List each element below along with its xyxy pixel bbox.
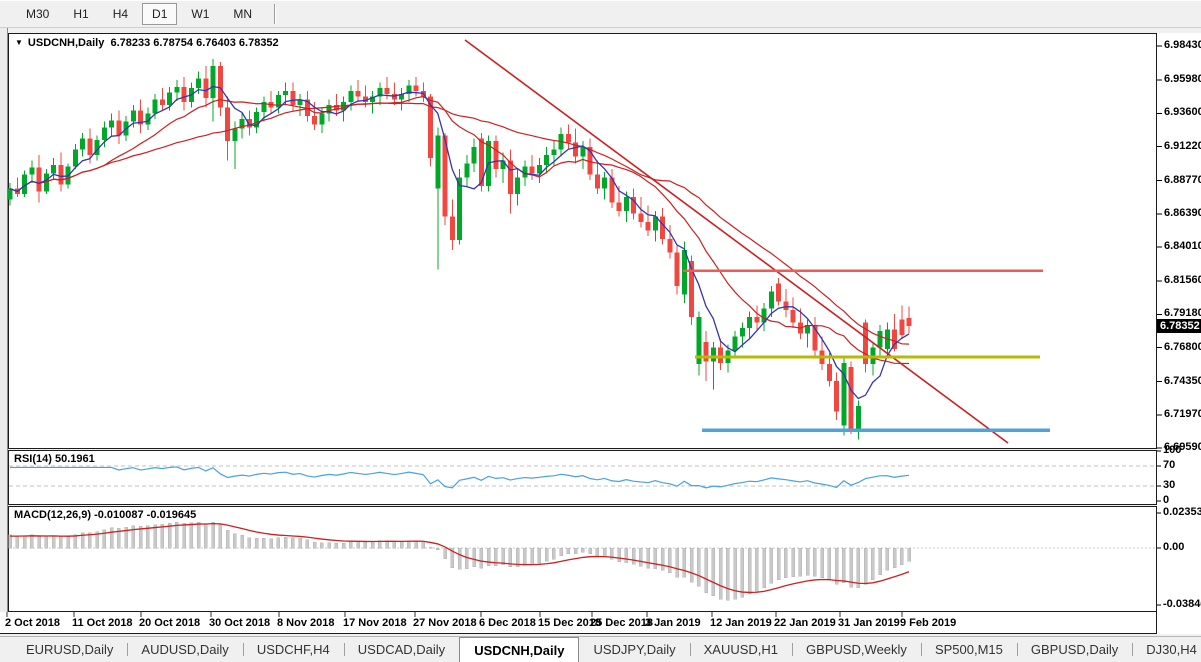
timeframe-button-H1[interactable]: H1 [73, 7, 89, 21]
left-splitter[interactable] [0, 28, 8, 612]
axis-label: 6.74350 [1164, 374, 1201, 387]
chart-tab-GBPUSD-Daily[interactable]: GBPUSD,Daily [1016, 637, 1132, 662]
current-price-badge: 6.78352 [1157, 318, 1201, 333]
chart-tab-USDCAD-Daily[interactable]: USDCAD,Daily [343, 637, 459, 662]
date-axis-label: 17 Nov 2018 [343, 617, 407, 629]
symbol-tab-bar: EURUSD,Daily AUDUSD,Daily USDCHF,H4 USDCAD,… [0, 636, 1201, 662]
axis-label: 6.84010 [1164, 240, 1201, 252]
chart-tab-USDCNH-Daily[interactable]: USDCNH,Daily [459, 637, 580, 662]
chart-tab-USDJPY-Daily[interactable]: USDJPY,Daily [593, 642, 676, 657]
timeframe-button-MN[interactable]: MN [233, 7, 253, 21]
date-axis-label: 11 Oct 2018 [72, 617, 133, 629]
axis-label: 6.79180 [1164, 307, 1201, 320]
macd-label: MACD(12,26,9) -0.010087 -0.019645 [14, 509, 197, 521]
axis-label: 100 [1163, 444, 1182, 456]
symbol-tabs: EURUSD,Daily AUDUSD,Daily USDCHF,H4 USDCAD,… [0, 637, 1201, 662]
chart-title-ohlc: 6.78233 6.78754 6.76403 6.78352 [110, 37, 279, 49]
date-axis-label: 3 Jan 2019 [645, 617, 701, 629]
axis-label: 6.81560 [1164, 274, 1201, 287]
timeframe-button-D1[interactable]: D1 [142, 3, 178, 25]
axis-label: 0.023534 [1163, 506, 1201, 518]
rsi-label: RSI(14) 50.1961 [14, 453, 95, 465]
date-axis-label: 27 Nov 2018 [413, 617, 477, 629]
date-axis-label: 30 Oct 2018 [209, 617, 271, 629]
chart-tab-USDCHF-H4[interactable]: USDCHF,H4 [242, 637, 344, 662]
toolbar-separator [274, 4, 277, 24]
chart-title-symbol: USDCNH,Daily [27, 37, 105, 49]
date-axis-label: 20 Oct 2018 [139, 617, 201, 629]
date-axis-label: 22 Jan 2019 [774, 617, 836, 629]
axis-label: -0.038466 [1163, 598, 1201, 611]
chart-title: ▼ USDCNH,Daily 6.78233 6.78754 6.76403 6.… [15, 37, 279, 49]
axis-label: 6.88770 [1164, 173, 1201, 186]
date-axis-label: 25 Dec 2018 [590, 617, 653, 629]
axis-label: 30 [1163, 479, 1176, 491]
axis-label: 6.98430 [1164, 39, 1201, 51]
axis-label: 6.76800 [1164, 340, 1201, 353]
date-axis-label: 9 Feb 2019 [900, 617, 957, 629]
axis-label: 6.71970 [1164, 407, 1201, 420]
date-axis-label: 8 Nov 2018 [277, 617, 335, 629]
date-axis-label: 2 Oct 2018 [5, 617, 61, 629]
price-scale-column[interactable] [1157, 33, 1201, 634]
rsi-panel[interactable] [8, 450, 1157, 505]
symbol-dropdown-icon[interactable]: ▼ [15, 38, 23, 47]
axis-label: 70 [1163, 459, 1176, 471]
axis-label: 0.00 [1163, 541, 1185, 553]
axis-label: 0 [1163, 494, 1170, 506]
date-axis-label: 6 Dec 2018 [479, 617, 536, 629]
chart-tab-EURUSD-Daily[interactable]: EURUSD,Daily [26, 642, 114, 657]
main-chart-panel[interactable] [8, 33, 1157, 449]
chart-tab-GBPUSD-Weekly[interactable]: GBPUSD,Weekly [792, 637, 921, 662]
timeframe-button-H4[interactable]: H4 [112, 7, 129, 21]
chart-tab-AUDUSD-Daily[interactable]: AUDUSD,Daily [127, 637, 242, 662]
axis-label: 6.93600 [1164, 106, 1201, 119]
date-axis-label: 15 Dec 2018 [538, 617, 601, 629]
chart-tab-SP500-M15[interactable]: SP500,M15 [920, 637, 1017, 662]
timeframe-toolbar: M30 H1 H4 D1 W1 MN [0, 0, 1201, 28]
date-axis-strip [0, 612, 1157, 634]
timeframe-button-M30[interactable]: M30 [26, 7, 50, 21]
macd-panel[interactable] [8, 506, 1157, 612]
axis-label: 6.69590 [1164, 441, 1201, 453]
chart-tab-DJ30-H4[interactable]: DJ30,H4 [1132, 637, 1201, 662]
chart-tab-XAUUSD-H1[interactable]: XAUUSD,H1 [689, 637, 792, 662]
date-axis-label: 12 Jan 2019 [710, 617, 772, 629]
timeframe-button-W1[interactable]: W1 [191, 7, 210, 21]
axis-label: 6.91220 [1164, 139, 1201, 152]
date-axis-label: 31 Jan 2019 [838, 617, 900, 629]
axis-label: 6.95980 [1164, 73, 1201, 86]
axis-label: 6.86390 [1164, 206, 1201, 219]
